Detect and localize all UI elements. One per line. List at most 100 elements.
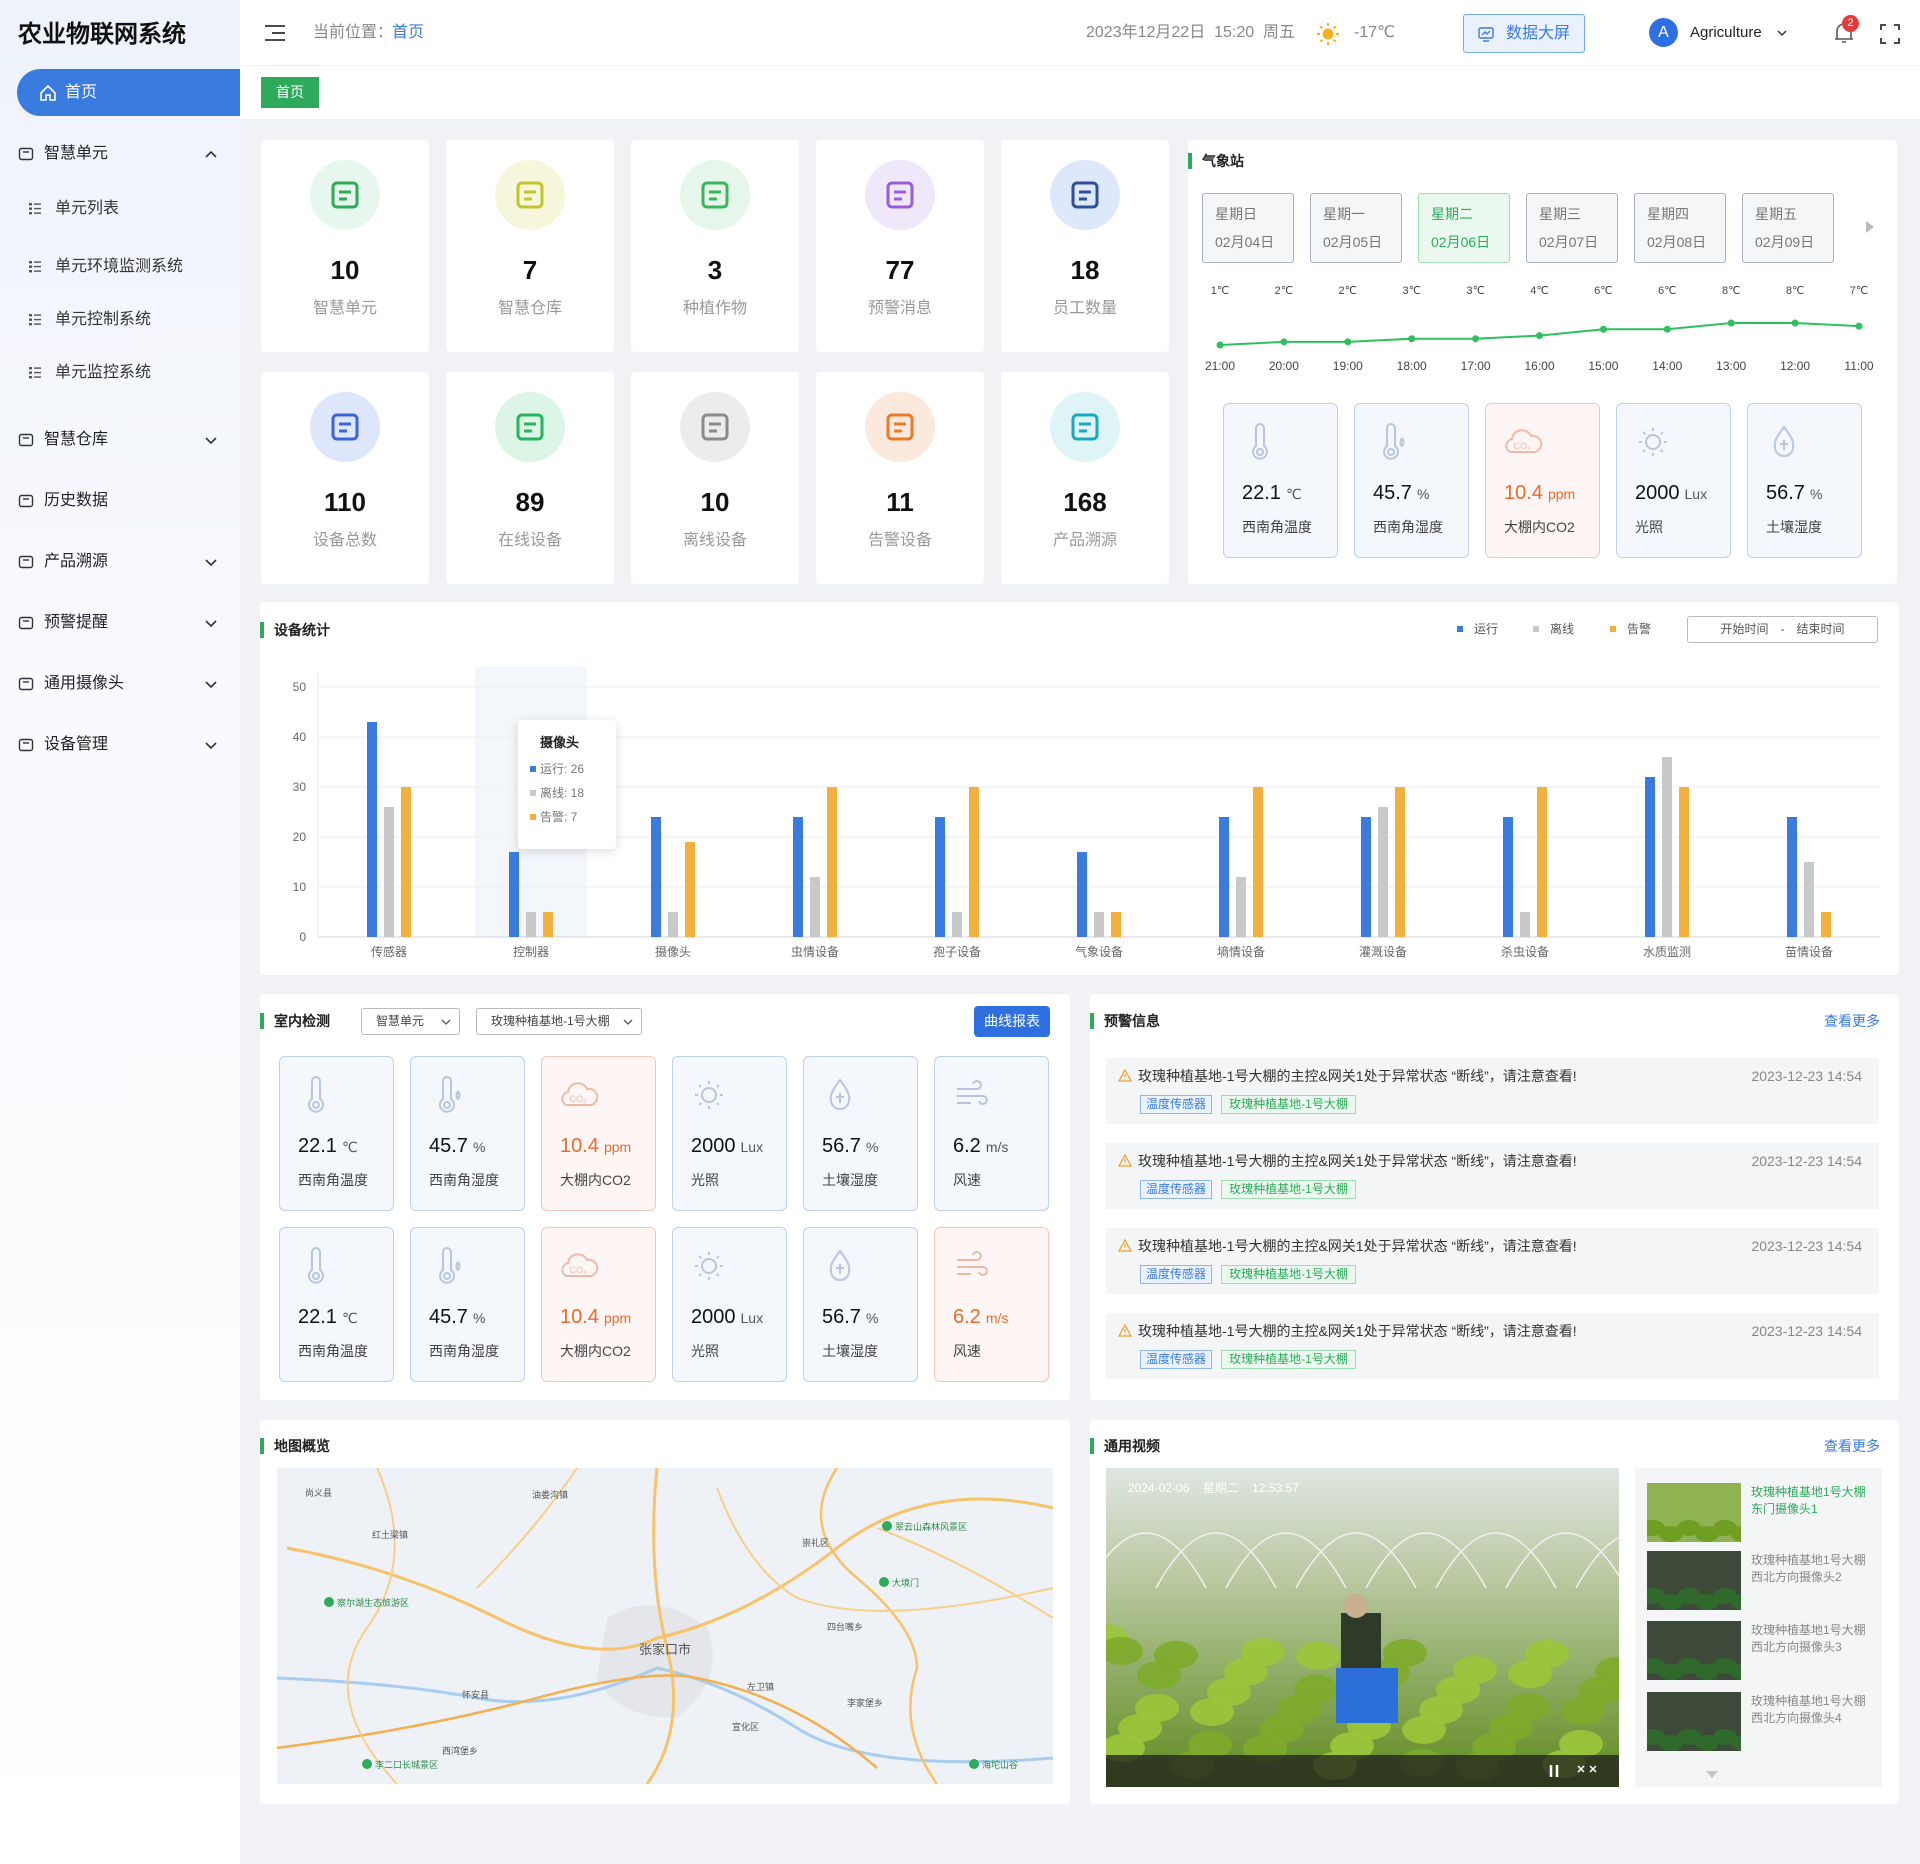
day-tab[interactable]: 星期五 02月09日 (1742, 193, 1834, 263)
warning-item[interactable]: 玫瑰种植基地-1号大棚的主控&网关1处于异常状态 “断线”，请注意查看! 2023… (1106, 1313, 1879, 1379)
day-weekday: 星期三 (1539, 206, 1581, 222)
day-weekday: 星期一 (1323, 206, 1365, 222)
day-tab[interactable]: 星期四 02月08日 (1634, 193, 1726, 263)
camera-name[interactable]: 玫瑰种植基地1号大棚西北方向摄像头4 (1751, 1694, 1866, 1725)
user-name[interactable]: Agriculture (1690, 24, 1762, 41)
menu-item[interactable]: 智慧单元 (44, 145, 109, 162)
stat-card: 10 智慧单元 (261, 140, 429, 352)
sensor-label: 土壤湿度 (1766, 519, 1822, 535)
poi-marker (324, 1597, 334, 1607)
warning-glyph (1118, 1069, 1132, 1082)
menu-icon (18, 738, 34, 752)
menu-item[interactable]: 预警提醒 (44, 614, 109, 631)
place-label: 李家堡乡 (847, 1697, 883, 1708)
y-tick-label: 50 (293, 680, 307, 694)
icon-glyph (701, 413, 729, 441)
poi-marker (879, 1577, 889, 1587)
menu-item[interactable]: 通用摄像头 (44, 675, 125, 692)
submenu-item[interactable]: 单元控制系统 (55, 311, 152, 328)
temperature: -17℃ (1354, 24, 1396, 41)
x-tick-label: 气象设备 (1075, 944, 1123, 959)
warning-item[interactable]: 玫瑰种植基地-1号大棚的主控&网关1处于异常状态 “断线”，请注意查看! 2023… (1106, 1228, 1879, 1294)
sensor-unit: ℃ (341, 1310, 358, 1326)
tag-blue: 温度传感器 (1140, 1095, 1212, 1114)
warning-item[interactable]: 玫瑰种植基地-1号大棚的主控&网关1处于异常状态 “断线”，请注意查看! 2023… (1106, 1058, 1879, 1124)
sensor-reading: 10.4 ppm (560, 1131, 656, 1161)
bar (509, 852, 519, 937)
tab[interactable]: 首页 (261, 77, 319, 108)
camera-name[interactable]: 玫瑰种植基地1号大棚西北方向摄像头2 (1751, 1553, 1866, 1584)
day-date: 02月06日 (1431, 234, 1491, 250)
warning-item[interactable]: 玫瑰种植基地-1号大棚的主控&网关1处于异常状态 “断线”，请注意查看! 2023… (1106, 1143, 1879, 1209)
bar (952, 912, 962, 937)
stat-label: 告警设备 (867, 532, 932, 549)
user-avatar[interactable]: A (1649, 18, 1678, 47)
sensor-glyph (443, 1101, 451, 1109)
menu-item[interactable]: 产品溯源 (44, 553, 109, 570)
sensor-reading: 45.7% (1373, 478, 1469, 508)
value-label: 7℃ (1850, 285, 1868, 297)
sensor-reading: 45.7% (429, 1302, 525, 1332)
sensor-unit: ppm (1547, 486, 1576, 502)
report-button[interactable]: 曲线报表 (974, 1006, 1050, 1037)
camera-name[interactable]: 玫瑰种植基地1号大棚西北方向摄像头3 (1751, 1623, 1866, 1654)
submenu-glyph (29, 371, 32, 374)
menu-item[interactable]: 历史数据 (44, 492, 109, 509)
sensor-reading: 2000 Lux (691, 1302, 787, 1332)
stat-label: 设备总数 (312, 532, 377, 549)
sensor-glyph (829, 1078, 851, 1110)
sensor-label: 西南角湿度 (429, 1172, 499, 1188)
submenu-glyph (34, 323, 41, 325)
day-tab[interactable]: 星期二 02月06日 (1418, 193, 1510, 263)
road (876, 1527, 1053, 1619)
warning-time: 2023-12-23 14:54 (1751, 1068, 1862, 1084)
x-tick-label: 控制器 (513, 945, 549, 959)
menu-item[interactable]: 设备管理 (44, 736, 109, 753)
submenu-item[interactable]: 单元列表 (55, 200, 120, 217)
sensor-card: 2000 Lux 光照 (672, 1227, 787, 1382)
x-tick-label: 20:00 (1269, 359, 1299, 373)
menu-home[interactable]: 首页 (17, 69, 240, 116)
thumb-plant (1713, 1658, 1737, 1674)
stat-card: 18 员工数量 (1001, 140, 1169, 352)
sensor-label: 风速 (953, 1172, 981, 1188)
arrow-glyph (1866, 221, 1874, 233)
select[interactable]: 智慧单元 (361, 1008, 460, 1035)
menu-item[interactable]: 智慧仓库 (44, 431, 109, 448)
sensor-icon (1639, 428, 1667, 456)
title-bar (260, 1438, 264, 1454)
sensor-reading: 56.7% (1766, 478, 1862, 508)
day-tab[interactable]: 星期日 02月04日 (1202, 193, 1294, 263)
notification-badge[interactable]: 2 (1842, 15, 1859, 32)
sensor-glyph: CO₂ (570, 1094, 588, 1104)
camera-thumb (1647, 1551, 1741, 1610)
chevron (205, 620, 217, 628)
day-tab[interactable]: 星期一 02月05日 (1310, 193, 1402, 263)
select[interactable]: 玫瑰种植基地-1号大棚 (476, 1008, 642, 1035)
icon-bg (865, 160, 935, 230)
date-range[interactable]: 开始时间 - 结束时间 (1687, 616, 1878, 643)
location[interactable]: 首页 (392, 24, 425, 41)
list-down (1706, 1771, 1718, 1778)
camera-name[interactable]: 玫瑰种植基地1号大棚东门摄像头1 (1751, 1485, 1866, 1516)
day-weekday: 星期五 (1755, 206, 1797, 222)
x-tick-label: 苗情设备 (1785, 945, 1833, 959)
value-label: 4℃ (1530, 285, 1548, 297)
bigscreen-button[interactable]: 数据大屏 (1463, 14, 1585, 53)
day-tab[interactable]: 星期三 02月07日 (1526, 193, 1618, 263)
day-date: 02月05日 (1323, 234, 1383, 250)
x-tick-label: 11:00 (1844, 359, 1873, 373)
submenu-item[interactable]: 单元环境监测系统 (55, 258, 184, 275)
stat-icon (1050, 160, 1120, 230)
bar (827, 787, 837, 937)
sensor-label: 大棚内CO2 (1504, 519, 1575, 535)
more-link[interactable]: 查看更多 (1824, 1438, 1880, 1454)
place-label: 察尔湖生态旅游区 (337, 1597, 409, 1608)
more-link[interactable]: 查看更多 (1824, 1013, 1880, 1029)
greenhouse-arch (1106, 1532, 1207, 1589)
x-tick-label: 14:00 (1652, 359, 1682, 373)
icon-bg (495, 160, 565, 230)
thumb-plant (1713, 1729, 1737, 1745)
submenu-item[interactable]: 单元监控系统 (55, 364, 152, 381)
